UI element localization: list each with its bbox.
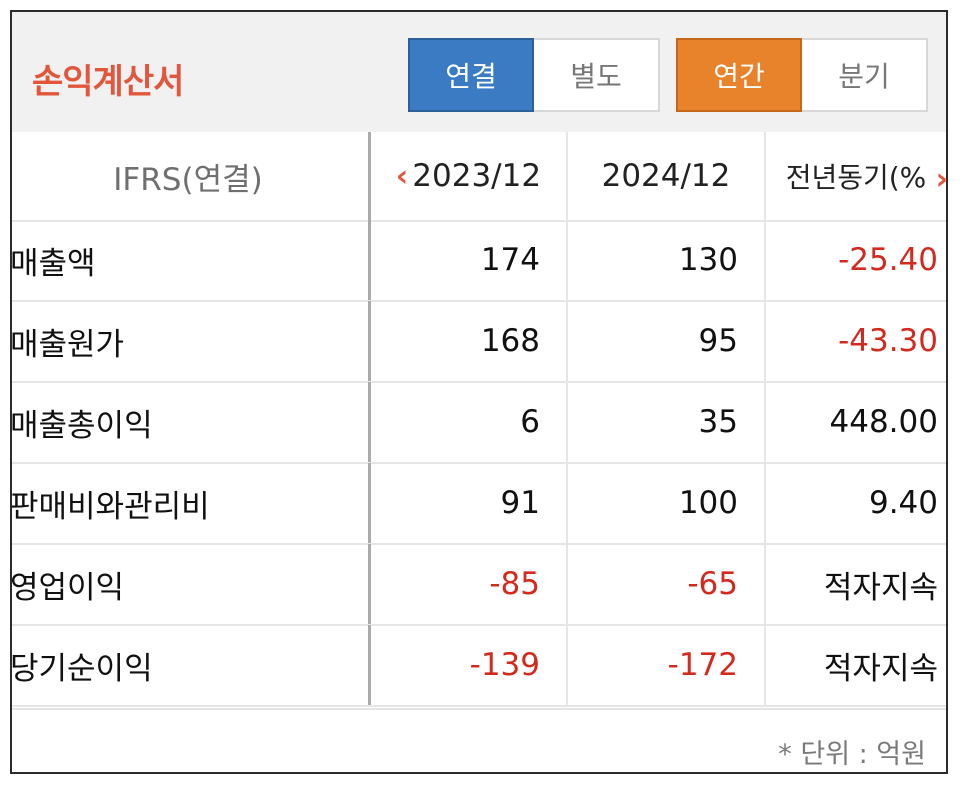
table-row: 매출총이익 6 35 448.00 [10,382,946,464]
row-value-2024: 95 [566,301,764,381]
row-value-2023: -139 [368,625,566,705]
table-row: 매출원가 168 95 -43.30 [10,301,946,383]
row-value-2024: -172 [566,625,764,705]
panel-header: 손익계산서 연결 별도 연간 분기 [12,12,946,132]
chevron-right-icon[interactable]: › [935,162,948,197]
header-col-yoy: 전년동기(% › [764,132,948,220]
unit-note: * 단위 : 억원 [778,739,926,770]
header-col-2023: ‹ 2023/12 [368,132,566,220]
header-col-2023-label: 2023/12 [412,158,542,194]
row-label: 당기순이익 [10,650,153,687]
table-row: 매출액 174 130 -25.40 [10,220,946,302]
consolidation-toggle: 연결 별도 [408,38,660,112]
panel-footer: * 단위 : 억원 [12,708,946,774]
chevron-left-icon[interactable]: ‹ [395,158,409,194]
row-value-2024: 130 [566,220,764,300]
row-label: 매출총이익 [10,407,153,444]
row-value-2024: 35 [566,382,764,462]
row-label: 매출액 [10,245,96,282]
header-col-yoy-label: 전년동기(% [785,161,927,194]
row-label: 영업이익 [10,569,125,606]
row-value-yoy: -25.40 [764,220,946,300]
header-label: IFRS(연결) [113,161,263,198]
row-value-2023: 168 [368,301,566,381]
row-value-yoy: 적자지속 [764,625,946,705]
table-row: 당기순이익 -139 -172 적자지속 [10,625,946,707]
row-label: 판매비와관리비 [10,488,210,525]
row-value-yoy: -43.30 [764,301,946,381]
panel-title: 손익계산서 [32,62,184,102]
table-row: 영업이익 -85 -65 적자지속 [10,544,946,626]
table-header-row: IFRS(연결) ‹ 2023/12 2024/12 전년동기(% › [12,132,948,222]
row-value-2024: -65 [566,544,764,624]
separate-button[interactable]: 별도 [534,38,660,112]
row-label: 매출원가 [10,326,125,363]
row-value-2023: 174 [368,220,566,300]
row-value-2024: 100 [566,463,764,543]
quarterly-button[interactable]: 분기 [802,38,928,112]
row-value-2023: 91 [368,463,566,543]
income-statement-panel: 손익계산서 연결 별도 연간 분기 IFRS(연결) ‹ 2023/12 202… [10,10,948,774]
header-col-2024: 2024/12 [566,132,764,220]
table-row: 판매비와관리비 91 100 9.40 [10,463,946,545]
period-toggle: 연간 분기 [676,38,928,112]
row-value-2023: 6 [368,382,566,462]
row-value-yoy: 9.40 [764,463,946,543]
row-value-2023: -85 [368,544,566,624]
consolidated-button[interactable]: 연결 [408,38,534,112]
row-value-yoy: 적자지속 [764,544,946,624]
row-value-yoy: 448.00 [764,382,946,462]
annual-button[interactable]: 연간 [676,38,802,112]
